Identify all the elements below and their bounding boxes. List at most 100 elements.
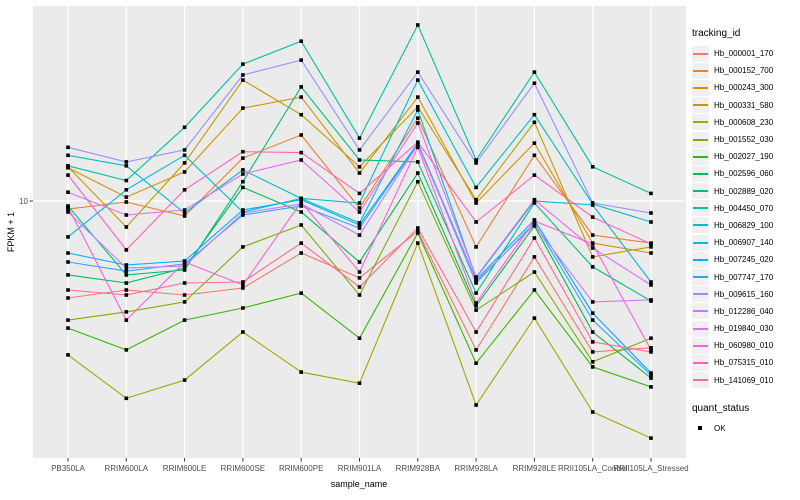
- legend-entry-Hb_006907_140: Hb_006907_140: [692, 234, 798, 251]
- data-point: [66, 318, 70, 322]
- data-point: [182, 318, 187, 322]
- data-point: [590, 365, 595, 369]
- data-point: [357, 270, 362, 274]
- legend-entry-ok: OK: [692, 420, 798, 437]
- data-point: [416, 23, 420, 27]
- data-point: [299, 210, 303, 214]
- data-point: [241, 73, 245, 77]
- data-point: [416, 171, 420, 175]
- legend-title-quant-status: quant_status: [692, 402, 750, 414]
- plot-axes: PB350LA RRIM600LA RRIM600LE RRIM600SE RRIM60…: [29, 200, 689, 473]
- legend-label: Hb_007747_170: [714, 272, 774, 282]
- y-tick-label: 10: [19, 197, 28, 206]
- data-point: [66, 251, 70, 255]
- data-point: [649, 251, 653, 255]
- legend-key-icon: [692, 200, 709, 217]
- data-point: [241, 330, 245, 334]
- data-point: [182, 153, 187, 158]
- data-point: [474, 304, 478, 308]
- data-point: [416, 226, 420, 230]
- data-point: [66, 273, 70, 277]
- plot-panel: [33, 6, 686, 458]
- data-point: [474, 361, 478, 365]
- data-point: [124, 396, 129, 401]
- legend-label: Hb_009615_160: [714, 289, 774, 299]
- data-point: [474, 403, 478, 407]
- data-point: [474, 291, 478, 295]
- data-point: [532, 81, 537, 85]
- data-point: [416, 95, 420, 99]
- data-point: [416, 145, 420, 150]
- data-point: [182, 264, 187, 268]
- x-axis-title: sample_name: [331, 479, 388, 489]
- legend-entry-Hb_000331_580: Hb_000331_580: [692, 97, 798, 114]
- legend-key-icon: [692, 148, 709, 165]
- data-point: [124, 248, 129, 252]
- data-point: [416, 78, 420, 82]
- data-point: [416, 179, 420, 184]
- data-point: [357, 293, 362, 297]
- data-point: [590, 318, 595, 322]
- legend-key-icon: [692, 269, 709, 286]
- data-point: [299, 202, 303, 206]
- data-point: [590, 360, 595, 364]
- data-point: [66, 353, 70, 357]
- data-point: [66, 288, 70, 292]
- legend-entry-Hb_007747_170: Hb_007747_170: [692, 268, 798, 286]
- data-point: [357, 223, 362, 227]
- legend-key-icon: [692, 131, 709, 148]
- data-point: [66, 210, 70, 214]
- data-point: [182, 188, 187, 192]
- legend-label: Hb_000331_580: [714, 100, 774, 110]
- data-point: [241, 280, 245, 284]
- x-tick-label: RRII105LA_Control: [558, 464, 628, 473]
- data-point: [649, 298, 653, 302]
- data-point: [532, 173, 537, 177]
- data-point: [649, 280, 653, 284]
- data-point: [241, 245, 245, 249]
- legend-key-icon: [692, 114, 709, 131]
- data-point: [532, 120, 537, 125]
- data-point: [299, 200, 303, 204]
- data-point: [299, 133, 303, 137]
- legend-key-icon: [692, 97, 709, 114]
- legend-label: Hb_000608_230: [714, 117, 774, 127]
- legend-quant-status: quant_status OK: [692, 403, 798, 437]
- data-point: [590, 215, 595, 219]
- data-point: [299, 370, 303, 374]
- legend-key-icon: [692, 165, 709, 182]
- data-point: [357, 260, 362, 264]
- legend-entry-Hb_001552_030: Hb_001552_030: [692, 131, 798, 148]
- legend-key-icon: [692, 320, 709, 337]
- legend-key-icon: [692, 79, 709, 96]
- data-point: [124, 348, 129, 352]
- data-point: [124, 195, 129, 199]
- data-point: [532, 153, 537, 158]
- legend-entry-Hb_002027_190: Hb_002027_190: [692, 148, 798, 165]
- data-point: [590, 255, 595, 259]
- data-point: [416, 140, 420, 144]
- legend-key-icon: [692, 217, 709, 234]
- x-tick-label: RRIM928LA: [454, 464, 498, 473]
- data-point: [649, 373, 653, 377]
- legend-entry-Hb_000243_300: Hb_000243_300: [692, 79, 798, 96]
- data-point: [416, 105, 420, 109]
- data-point: [474, 197, 478, 202]
- data-point: [416, 229, 420, 233]
- data-point: [474, 275, 478, 279]
- data-point: [124, 213, 129, 217]
- data-point: [182, 125, 187, 130]
- data-point: [590, 201, 595, 205]
- x-tick-label: RRIM901LA: [338, 464, 382, 473]
- data-point: [590, 233, 595, 237]
- data-point: [357, 136, 362, 140]
- data-point: [590, 300, 595, 304]
- legend-entry-Hb_002889_020: Hb_002889_020: [692, 183, 798, 200]
- x-tick-label: RRIM600LE: [163, 464, 207, 473]
- data-point: [182, 211, 187, 215]
- data-point: [590, 311, 595, 315]
- legend-label: Hb_004450_070: [714, 203, 774, 213]
- data-point: [124, 160, 129, 164]
- legend-label-ok: OK: [714, 423, 726, 433]
